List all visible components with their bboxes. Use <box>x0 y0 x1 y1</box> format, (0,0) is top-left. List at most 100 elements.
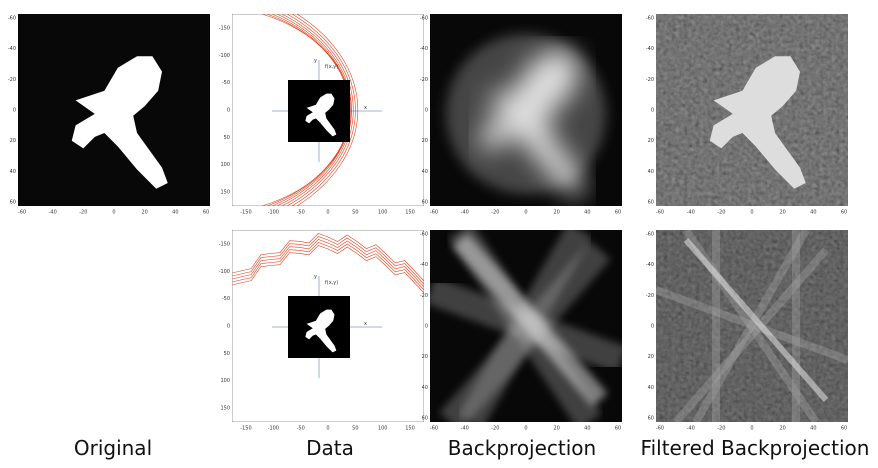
x-tick-label: 0 <box>326 210 329 216</box>
x-tick-label: 20 <box>553 426 559 432</box>
y-tick-label: -40 <box>646 262 654 268</box>
x-tick-label: -40 <box>49 210 57 216</box>
x-tick-label: -50 <box>297 210 305 216</box>
x-tick-label: 0 <box>112 210 115 216</box>
y-tick-label: 150 <box>220 190 230 196</box>
y-tick-label: 40 <box>10 169 16 175</box>
x-tick-label: -100 <box>268 210 279 216</box>
caption: Original <box>74 436 152 460</box>
y-tick-label: -60 <box>420 232 428 238</box>
x-tick-label: 60 <box>615 426 621 432</box>
y-tick-label: 100 <box>220 378 230 384</box>
y-tick-label: 60 <box>422 416 428 422</box>
x-tick-label: 50 <box>352 426 358 432</box>
inset-label: y <box>314 274 317 280</box>
x-tick-label: -20 <box>79 210 87 216</box>
panel-image <box>232 230 424 422</box>
y-tick-label: 0 <box>651 108 654 114</box>
x-tick-label: -60 <box>430 210 438 216</box>
caption: Backprojection <box>448 436 596 460</box>
y-tick-label: -40 <box>8 46 16 52</box>
x-tick-label: -150 <box>240 426 251 432</box>
y-tick-label: 60 <box>422 200 428 206</box>
panel-image <box>656 230 848 422</box>
y-tick-label: -50 <box>222 296 230 302</box>
x-tick-label: 20 <box>779 426 785 432</box>
x-tick-label: 150 <box>405 426 415 432</box>
x-tick-label: -60 <box>430 426 438 432</box>
y-tick-label: 60 <box>648 416 654 422</box>
x-tick-label: 40 <box>172 210 178 216</box>
x-tick-label: -20 <box>717 426 725 432</box>
panel-image <box>430 14 622 206</box>
x-tick-label: 40 <box>584 210 590 216</box>
x-tick-label: 60 <box>841 210 847 216</box>
x-tick-label: 20 <box>141 210 147 216</box>
y-tick-label: 60 <box>648 200 654 206</box>
x-tick-label: -60 <box>656 426 664 432</box>
y-tick-label: -150 <box>219 26 230 32</box>
y-tick-label: 0 <box>227 324 230 330</box>
x-tick-label: -20 <box>491 210 499 216</box>
x-tick-label: -20 <box>717 210 725 216</box>
y-tick-label: 50 <box>224 351 230 357</box>
x-tick-label: 0 <box>524 210 527 216</box>
y-tick-label: -40 <box>420 262 428 268</box>
y-tick-label: 0 <box>13 108 16 114</box>
x-tick-label: 20 <box>553 210 559 216</box>
x-tick-label: -50 <box>297 426 305 432</box>
y-tick-label: 0 <box>425 108 428 114</box>
y-tick-label: 0 <box>425 324 428 330</box>
x-tick-label: -60 <box>18 210 26 216</box>
panel-image <box>232 14 424 206</box>
y-tick-label: 40 <box>422 169 428 175</box>
x-tick-label: 100 <box>378 210 388 216</box>
x-tick-label: -60 <box>656 210 664 216</box>
x-tick-label: 40 <box>584 426 590 432</box>
x-tick-label: 20 <box>779 210 785 216</box>
x-tick-label: 0 <box>750 426 753 432</box>
y-tick-label: -100 <box>219 53 230 59</box>
y-tick-label: -150 <box>219 242 230 248</box>
y-tick-label: 20 <box>648 138 654 144</box>
y-tick-label: -60 <box>646 16 654 22</box>
x-tick-label: 60 <box>203 210 209 216</box>
inset-label: x <box>364 105 367 111</box>
y-tick-label: 100 <box>220 162 230 168</box>
y-tick-label: -20 <box>646 77 654 83</box>
y-tick-label: 20 <box>422 354 428 360</box>
inset-label: x <box>364 321 367 327</box>
inset-label: f(x,y) <box>325 64 338 70</box>
y-tick-label: 0 <box>651 324 654 330</box>
y-tick-label: 40 <box>422 385 428 391</box>
inset-label: y <box>314 58 317 64</box>
y-tick-label: -60 <box>646 232 654 238</box>
x-tick-label: -40 <box>461 426 469 432</box>
x-tick-label: 150 <box>405 210 415 216</box>
inset-label: f(x,y) <box>325 280 338 286</box>
x-tick-label: 100 <box>378 426 388 432</box>
panel-image <box>656 14 848 206</box>
y-tick-label: 20 <box>422 138 428 144</box>
y-tick-label: 60 <box>10 200 16 206</box>
x-tick-label: -40 <box>461 210 469 216</box>
x-tick-label: -20 <box>491 426 499 432</box>
x-tick-label: -150 <box>240 210 251 216</box>
y-tick-label: -20 <box>420 293 428 299</box>
x-tick-label: 0 <box>524 426 527 432</box>
x-tick-label: 0 <box>750 210 753 216</box>
figure: -60-40-200204060-60-40-200204060yxf(x,y)… <box>0 0 878 468</box>
y-tick-label: 20 <box>648 354 654 360</box>
x-tick-label: -40 <box>687 426 695 432</box>
y-tick-label: -60 <box>420 16 428 22</box>
y-tick-label: -40 <box>420 46 428 52</box>
y-tick-label: -20 <box>420 77 428 83</box>
y-tick-label: 50 <box>224 135 230 141</box>
